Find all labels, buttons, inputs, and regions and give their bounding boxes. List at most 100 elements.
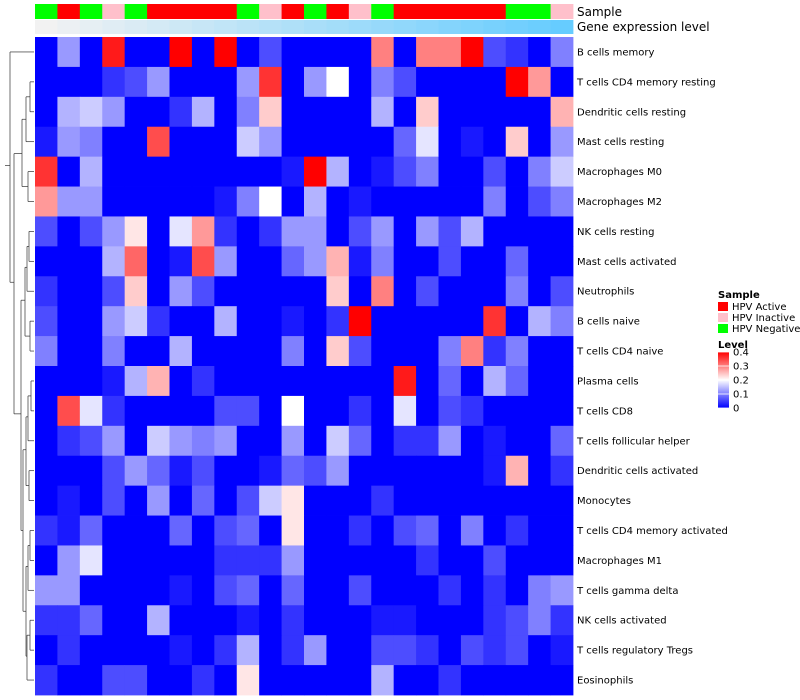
sample-annotation-cell bbox=[505, 4, 529, 19]
heatmap-cell bbox=[79, 126, 103, 158]
sample-annotation-cell bbox=[169, 4, 193, 19]
heatmap-cell bbox=[124, 37, 148, 68]
heatmap-cell bbox=[169, 306, 193, 337]
heatmap-cell bbox=[550, 156, 574, 187]
heatmap-cell bbox=[528, 186, 551, 217]
heatmap-cell bbox=[147, 485, 170, 516]
heatmap-cell bbox=[79, 575, 103, 606]
heatmap-cell bbox=[191, 96, 215, 128]
gene-expression-annotation-cell bbox=[214, 20, 238, 34]
heatmap-cell bbox=[528, 216, 551, 247]
heatmap-cell bbox=[124, 156, 148, 187]
heatmap-cell bbox=[79, 216, 103, 247]
heatmap-cell bbox=[281, 156, 305, 187]
gene-expression-annotation-cell bbox=[528, 20, 551, 34]
gene-expression-annotation-cell bbox=[79, 20, 103, 34]
heatmap-cell bbox=[147, 246, 170, 277]
heatmap-cell bbox=[35, 66, 58, 98]
sample-legend-title: Sample bbox=[718, 290, 760, 301]
heatmap-cell bbox=[505, 216, 529, 247]
gene-expression-annotation-cell bbox=[102, 20, 126, 34]
heatmap-cell bbox=[281, 66, 305, 98]
heatmap-cell bbox=[35, 156, 58, 187]
heatmap-cell bbox=[169, 276, 193, 307]
heatmap-cell bbox=[259, 605, 282, 636]
heatmap-cell bbox=[438, 395, 462, 427]
heatmap-cell bbox=[169, 455, 193, 487]
heatmap-cell bbox=[236, 665, 260, 696]
gene-expression-annotation-cell bbox=[348, 20, 372, 34]
heatmap-cell bbox=[35, 246, 58, 277]
heatmap-cell bbox=[304, 156, 327, 187]
gene-expression-annotation-cell bbox=[505, 20, 529, 34]
heatmap-cell bbox=[528, 665, 551, 696]
heatmap-cell bbox=[259, 455, 282, 487]
heatmap-cell bbox=[348, 515, 372, 546]
heatmap-cell bbox=[214, 156, 238, 187]
heatmap-cell bbox=[371, 575, 395, 606]
heatmap-cell bbox=[505, 276, 529, 307]
heatmap-cell bbox=[281, 605, 305, 636]
heatmap-cell bbox=[281, 455, 305, 487]
heatmap-cell bbox=[348, 37, 372, 68]
heatmap-cell bbox=[348, 366, 372, 397]
heatmap-cell bbox=[483, 66, 507, 98]
heatmap-cell bbox=[393, 665, 417, 696]
heatmap-cell bbox=[281, 126, 305, 158]
heatmap-cell bbox=[214, 575, 238, 606]
gene-expression-annotation-cell bbox=[393, 20, 417, 34]
heatmap-cell bbox=[236, 216, 260, 247]
heatmap-cell bbox=[304, 395, 327, 427]
heatmap-cell bbox=[304, 246, 327, 277]
heatmap-cell bbox=[416, 485, 439, 516]
heatmap-cell bbox=[528, 336, 551, 367]
row-label: T cells CD8 bbox=[576, 406, 633, 417]
heatmap-cell bbox=[259, 485, 282, 516]
heatmap-cell bbox=[326, 515, 350, 546]
heatmap-cell bbox=[124, 605, 148, 636]
heatmap-cell bbox=[371, 306, 395, 337]
heatmap-cell bbox=[147, 306, 170, 337]
heatmap-cell bbox=[169, 366, 193, 397]
row-label: Eosinophils bbox=[577, 676, 633, 687]
heatmap-cell bbox=[483, 156, 507, 187]
heatmap-cell bbox=[438, 246, 462, 277]
heatmap-cell bbox=[169, 605, 193, 636]
heatmap-cell bbox=[304, 37, 327, 68]
heatmap-cells bbox=[35, 37, 574, 696]
heatmap-cell bbox=[505, 455, 529, 487]
heatmap-cell bbox=[79, 395, 103, 427]
heatmap-cell bbox=[438, 306, 462, 337]
heatmap-cell bbox=[147, 455, 170, 487]
heatmap-cell bbox=[393, 635, 417, 666]
heatmap-cell bbox=[528, 425, 551, 457]
sample-annotation-cell bbox=[191, 4, 215, 19]
heatmap-cell bbox=[416, 66, 439, 98]
heatmap-cell bbox=[191, 156, 215, 187]
heatmap-cell bbox=[79, 246, 103, 277]
heatmap-cell bbox=[416, 545, 439, 576]
heatmap-cell bbox=[438, 156, 462, 187]
heatmap-cell bbox=[236, 545, 260, 576]
heatmap-cell bbox=[214, 635, 238, 666]
row-label: B cells naive bbox=[577, 317, 640, 328]
heatmap-cell bbox=[348, 635, 372, 666]
heatmap-cell bbox=[214, 336, 238, 367]
heatmap-cell bbox=[236, 276, 260, 307]
sample-annotation-cell bbox=[371, 4, 395, 19]
heatmap-cell bbox=[348, 246, 372, 277]
heatmap-cell bbox=[57, 545, 81, 576]
heatmap-cell bbox=[505, 515, 529, 546]
heatmap-cell bbox=[57, 276, 81, 307]
heatmap-cell bbox=[460, 306, 484, 337]
heatmap-cell bbox=[281, 216, 305, 247]
heatmap-cell bbox=[505, 246, 529, 277]
heatmap-cell bbox=[371, 186, 395, 217]
sample-annotation-cell bbox=[393, 4, 417, 19]
heatmap-cell bbox=[169, 246, 193, 277]
heatmap-cell bbox=[102, 37, 126, 68]
sample-annotation-cell bbox=[304, 4, 327, 19]
heatmap-cell bbox=[236, 575, 260, 606]
heatmap-cell bbox=[416, 515, 439, 546]
heatmap-cell bbox=[147, 216, 170, 247]
